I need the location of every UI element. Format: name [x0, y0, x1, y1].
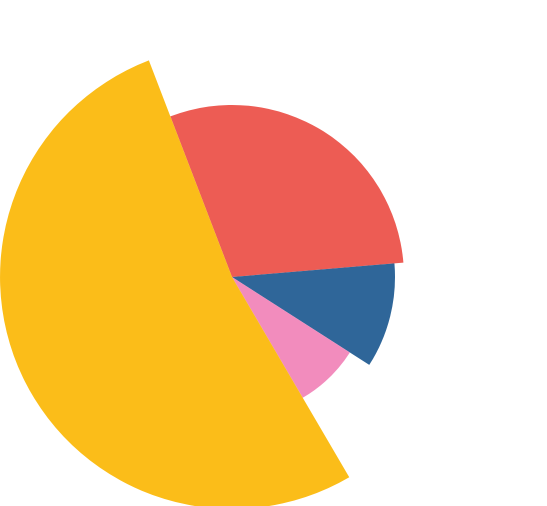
pie-slice-1	[170, 104, 404, 278]
pie-slice-4	[0, 60, 350, 506]
pie-slice-3	[232, 277, 350, 398]
pie-slice-2	[232, 263, 396, 365]
